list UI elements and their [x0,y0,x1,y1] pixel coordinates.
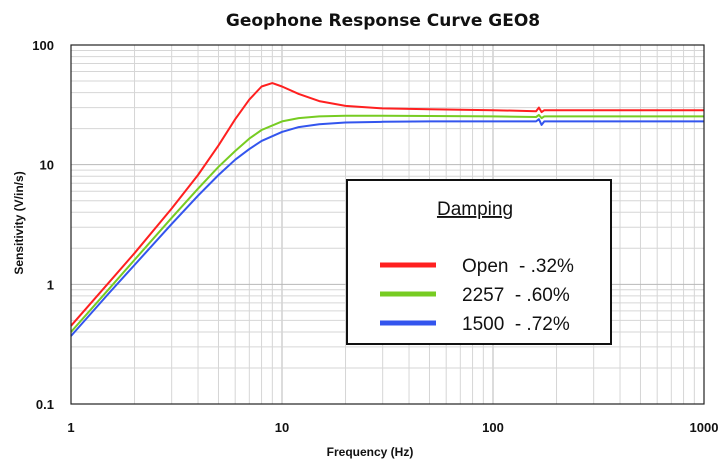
x-tick-label: 1000 [690,420,719,435]
y-tick-label: 100 [32,38,54,53]
legend-label-0: Open - .32% [462,256,574,277]
x-tick-label: 10 [275,420,289,435]
y-axis-label: Sensitivity (V/in/s) [12,171,26,274]
legend-label-1: 2257 - .60% [462,285,570,306]
series-line-0 [70,82,704,327]
x-axis-label: Frequency (Hz) [327,445,414,459]
series-lines [70,82,704,337]
plot-frame [70,44,705,405]
y-tick-label: 0.1 [36,397,54,412]
y-tick-label: 10 [40,158,54,173]
chart-title: Geophone Response Curve GEO8 [226,11,540,31]
y-tick-label: 1 [47,277,54,292]
legend-box [346,179,612,345]
x-tick-label: 100 [482,420,504,435]
legend-items: Open - .32% 2257 - .60% 1500 - .72% [380,256,574,335]
legend-label-2: 1500 - .72% [462,314,570,335]
series-line-1 [70,114,704,333]
legend: Damping Open - .32% 2257 - .60% 1500 - .72… [346,179,612,345]
series-line-2 [70,118,704,337]
x-tick-label: 1 [67,420,74,435]
tick-labels: 1 10 100 1000 0.1 1 10 100 [32,38,718,435]
legend-title: Damping [437,199,513,220]
